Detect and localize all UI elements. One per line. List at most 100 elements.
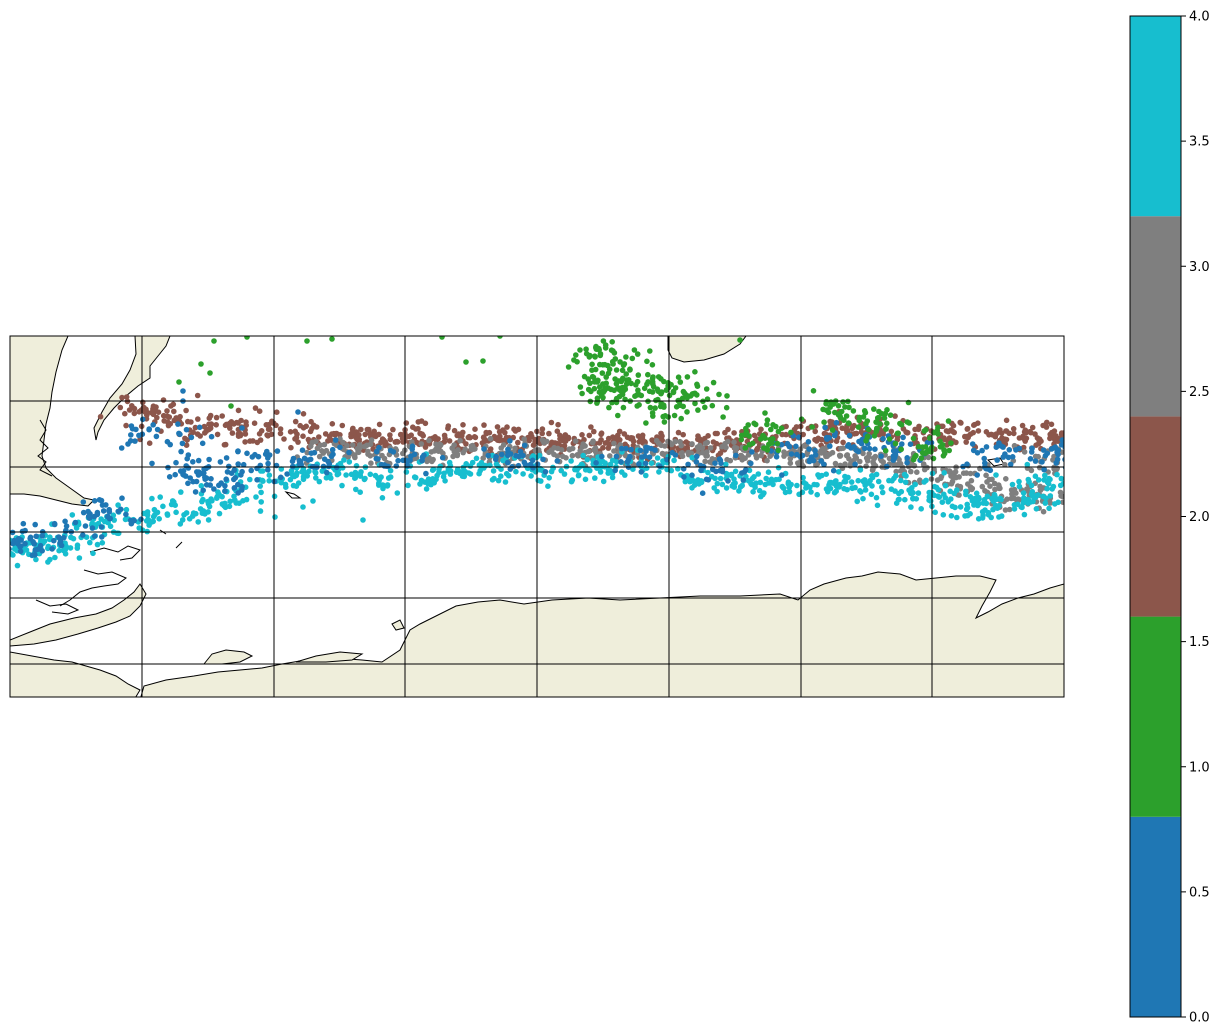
data-point	[244, 336, 250, 340]
data-point	[764, 417, 771, 423]
data-point	[828, 422, 834, 429]
data-point	[1057, 482, 1064, 489]
data-point	[255, 453, 262, 460]
data-point	[893, 500, 900, 507]
data-point	[571, 357, 577, 363]
data-point	[856, 414, 863, 421]
data-point	[11, 546, 18, 552]
data-point	[764, 421, 770, 428]
data-point	[668, 467, 675, 474]
data-point	[1067, 483, 1073, 489]
data-point	[539, 430, 545, 437]
data-point	[622, 384, 628, 391]
data-point	[580, 452, 586, 459]
data-point	[748, 460, 754, 467]
data-point	[52, 554, 58, 561]
data-point	[1024, 461, 1031, 468]
data-point	[673, 404, 680, 410]
data-point	[82, 523, 89, 529]
data-point	[284, 471, 290, 477]
data-point	[339, 465, 346, 471]
data-point	[480, 455, 487, 462]
data-point	[643, 420, 649, 426]
data-point	[870, 459, 876, 466]
data-point	[749, 440, 756, 447]
data-point	[840, 445, 846, 452]
data-point	[288, 444, 294, 451]
data-point	[572, 438, 579, 444]
data-point	[635, 372, 642, 378]
data-point	[1070, 495, 1076, 501]
data-point	[100, 508, 107, 514]
data-point	[197, 506, 204, 512]
data-point	[681, 390, 688, 396]
data-point	[680, 403, 686, 410]
data-point	[633, 382, 639, 388]
data-point	[857, 467, 864, 473]
data-point	[532, 447, 539, 453]
data-point	[349, 429, 356, 436]
data-point	[850, 408, 857, 414]
data-point	[762, 481, 769, 488]
data-point	[623, 354, 629, 360]
data-point	[646, 388, 653, 395]
data-point	[649, 362, 656, 368]
data-point	[689, 454, 695, 461]
data-point	[583, 346, 589, 353]
data-point	[387, 447, 394, 454]
data-point	[258, 489, 264, 496]
data-point	[768, 476, 775, 483]
data-point	[689, 441, 695, 447]
data-point	[798, 416, 805, 423]
data-point	[442, 435, 448, 442]
data-point	[478, 465, 485, 472]
data-point	[603, 374, 609, 380]
data-point	[472, 434, 479, 441]
data-point	[221, 503, 227, 509]
data-point	[172, 471, 178, 478]
data-point	[494, 437, 501, 444]
data-point	[948, 513, 955, 519]
data-point	[423, 486, 430, 492]
data-point	[787, 455, 794, 462]
data-point	[414, 439, 420, 446]
data-point	[1021, 511, 1028, 518]
data-point	[612, 467, 618, 474]
data-point	[717, 450, 724, 456]
colorbar-tick-label: 3.0	[1189, 260, 1210, 275]
data-point	[164, 512, 171, 518]
data-point	[1062, 456, 1064, 463]
data-point	[596, 384, 603, 390]
data-point	[32, 521, 38, 528]
data-point	[627, 435, 634, 442]
data-point	[619, 391, 626, 398]
data-point	[767, 436, 773, 443]
data-point	[990, 498, 997, 505]
data-point	[207, 370, 213, 376]
data-point	[646, 454, 653, 461]
data-point	[190, 429, 196, 436]
data-point	[337, 460, 344, 467]
data-point	[128, 432, 134, 438]
data-point	[1096, 437, 1102, 443]
data-point	[1060, 430, 1064, 436]
data-point	[732, 444, 738, 451]
data-point	[963, 439, 969, 445]
data-point	[353, 486, 359, 493]
data-point	[844, 427, 851, 434]
data-point	[1025, 500, 1031, 506]
data-point	[372, 472, 379, 479]
data-point	[635, 387, 641, 394]
data-point	[178, 448, 184, 455]
data-point	[439, 336, 445, 340]
data-point	[188, 419, 194, 425]
data-point	[776, 476, 782, 483]
data-point	[870, 466, 876, 473]
data-point	[1107, 452, 1113, 458]
data-point	[723, 444, 729, 451]
data-point	[160, 397, 167, 403]
data-point	[521, 436, 527, 442]
data-point	[869, 474, 876, 481]
data-point	[748, 481, 755, 488]
data-point	[149, 495, 155, 502]
